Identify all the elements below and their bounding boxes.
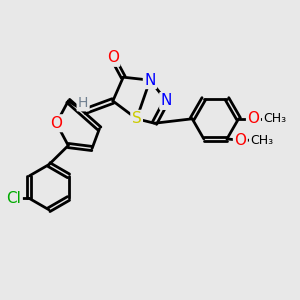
- Text: CH₃: CH₃: [250, 134, 273, 147]
- Text: O: O: [50, 116, 62, 131]
- Text: N: N: [144, 73, 156, 88]
- Text: H: H: [78, 96, 88, 110]
- Text: O: O: [248, 111, 260, 126]
- Text: N: N: [161, 94, 172, 109]
- Text: S: S: [132, 111, 142, 126]
- Text: O: O: [234, 133, 246, 148]
- Text: CH₃: CH₃: [263, 112, 286, 125]
- Text: O: O: [107, 50, 119, 65]
- Text: Cl: Cl: [7, 191, 21, 206]
